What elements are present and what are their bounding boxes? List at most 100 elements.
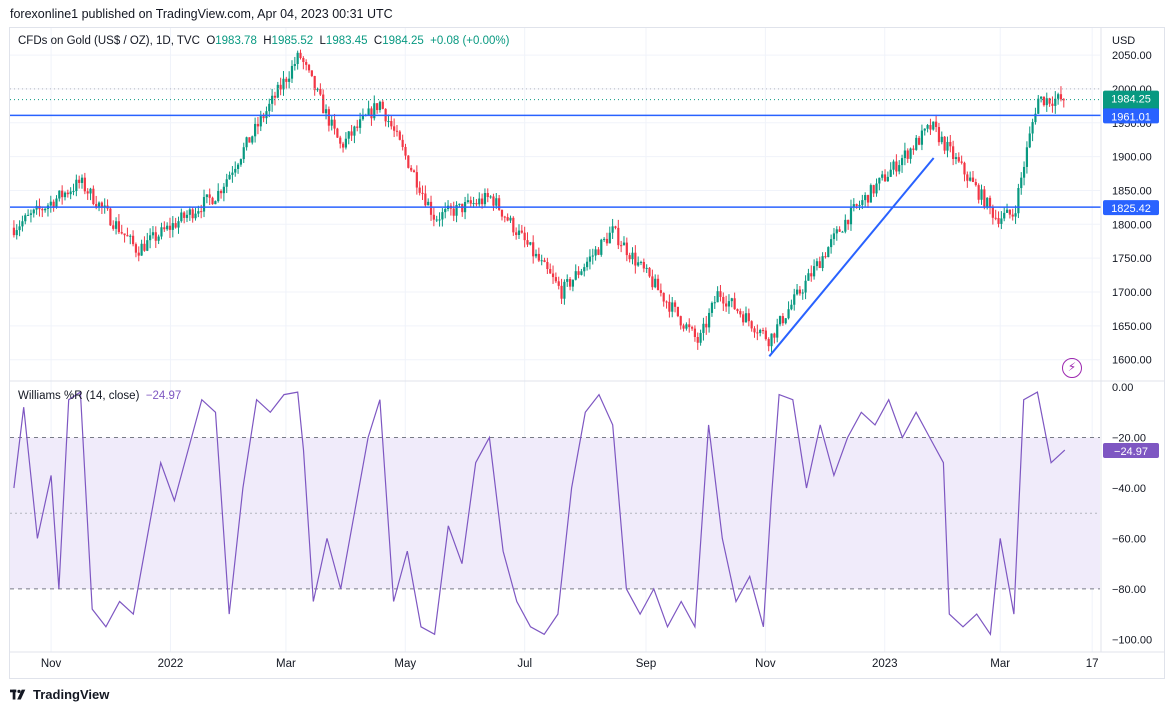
candle-body bbox=[574, 271, 577, 280]
candle-body bbox=[461, 203, 464, 213]
candle-body bbox=[739, 311, 742, 315]
candle-body bbox=[665, 301, 668, 303]
candle-body bbox=[1008, 209, 1011, 215]
candle-body bbox=[532, 242, 535, 257]
time-tick-label: Mar bbox=[276, 658, 296, 670]
candle-body bbox=[137, 252, 140, 256]
candle-body bbox=[404, 146, 407, 156]
candle-body bbox=[690, 327, 694, 329]
candle-body bbox=[742, 314, 745, 323]
candle-body bbox=[401, 139, 404, 147]
candlestick-series bbox=[12, 49, 1065, 354]
candle-body bbox=[568, 279, 572, 287]
candle-body bbox=[557, 281, 560, 286]
candle-body bbox=[898, 165, 901, 172]
candle-body bbox=[273, 95, 277, 98]
candle-body bbox=[1051, 103, 1054, 106]
candle-body bbox=[435, 219, 438, 221]
candle-body bbox=[149, 235, 152, 241]
candle-body bbox=[977, 185, 980, 200]
candle-body bbox=[688, 324, 691, 328]
candle-body bbox=[515, 232, 518, 236]
candle-body bbox=[798, 289, 802, 294]
candle-body bbox=[759, 330, 762, 333]
candle-body bbox=[957, 157, 960, 162]
candle-body bbox=[313, 76, 316, 91]
candle-body bbox=[129, 235, 132, 237]
candle-body bbox=[174, 223, 177, 228]
candle-body bbox=[120, 232, 123, 234]
candle-body bbox=[1003, 212, 1006, 219]
indicator-value: −24.97 bbox=[145, 390, 182, 402]
candle-body bbox=[78, 179, 81, 183]
candle-body bbox=[824, 256, 827, 258]
price-tick-label: 2050.00 bbox=[1112, 50, 1152, 62]
candle-body bbox=[790, 304, 793, 310]
candle-body bbox=[622, 242, 626, 246]
candle-body bbox=[378, 101, 382, 111]
candle-body bbox=[668, 301, 671, 312]
candle-body bbox=[288, 78, 291, 82]
candle-body bbox=[733, 298, 736, 310]
lightning-bolt-icon[interactable]: ⚡ bbox=[1062, 358, 1082, 378]
candle-body bbox=[807, 273, 810, 281]
candle-body bbox=[398, 131, 401, 140]
candle-body bbox=[861, 200, 864, 205]
candle-body bbox=[642, 261, 645, 269]
candle-body bbox=[725, 303, 728, 307]
candle-body bbox=[262, 116, 265, 119]
candle-body bbox=[503, 216, 506, 218]
candle-body bbox=[1000, 218, 1003, 224]
candle-body bbox=[310, 70, 313, 77]
candle-body bbox=[324, 109, 328, 114]
candle-body bbox=[727, 301, 731, 307]
wr-tick-label: −100.00 bbox=[1112, 634, 1152, 646]
candle-body bbox=[171, 223, 174, 230]
candle-body bbox=[719, 291, 722, 297]
candle-body bbox=[370, 108, 373, 119]
candle-body bbox=[208, 194, 211, 198]
candle-body bbox=[966, 174, 969, 181]
candle-body bbox=[97, 202, 101, 208]
open-label: O bbox=[206, 35, 216, 47]
trend-line-segment bbox=[768, 157, 935, 357]
time-tick-label: 2023 bbox=[872, 658, 898, 670]
candle-body bbox=[441, 212, 444, 220]
candle-body bbox=[418, 187, 421, 193]
candle-body bbox=[1062, 99, 1065, 101]
tradingview-footer[interactable]: TradingView bbox=[10, 687, 109, 702]
candle-body bbox=[330, 119, 333, 126]
candle-body bbox=[66, 192, 69, 195]
candle-body bbox=[671, 302, 674, 312]
candle-body bbox=[693, 328, 697, 337]
candle-body bbox=[849, 206, 853, 225]
low-value: 1983.45 bbox=[325, 35, 368, 47]
candle-body bbox=[580, 271, 583, 275]
candle-body bbox=[812, 266, 816, 277]
candle-body bbox=[971, 177, 975, 183]
candle-body bbox=[49, 201, 52, 206]
williams-r-line bbox=[13, 391, 1066, 637]
candle-body bbox=[600, 239, 603, 255]
candle-body bbox=[614, 226, 617, 228]
candle-body bbox=[710, 302, 714, 313]
candle-body bbox=[651, 276, 654, 288]
candle-body bbox=[15, 230, 18, 236]
candle-body bbox=[302, 58, 305, 63]
candle-body bbox=[696, 336, 699, 343]
chart-frame bbox=[9, 27, 1165, 679]
candle-body bbox=[827, 247, 830, 258]
candle-body bbox=[1017, 188, 1020, 214]
candle-body bbox=[605, 238, 609, 244]
candle-body bbox=[157, 236, 160, 241]
candle-body bbox=[699, 332, 702, 343]
candle-body bbox=[58, 190, 61, 199]
candle-body bbox=[750, 321, 753, 329]
candle-body bbox=[299, 52, 302, 59]
candle-body bbox=[191, 209, 194, 219]
candle-body bbox=[583, 267, 586, 272]
candle-body bbox=[140, 243, 143, 256]
candle-body bbox=[29, 213, 33, 215]
candle-body bbox=[429, 201, 433, 215]
